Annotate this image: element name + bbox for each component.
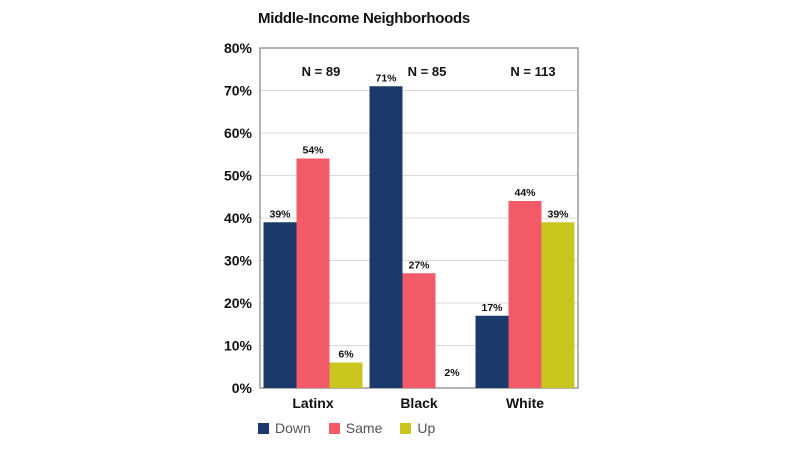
data-label: 27%	[408, 259, 430, 271]
y-tick-label: 60%	[224, 125, 253, 141]
legend-label-down: Down	[275, 420, 311, 436]
legend-item-up: Up	[400, 420, 435, 436]
bar-down	[369, 86, 403, 388]
data-label: 44%	[514, 187, 536, 199]
group-n-annotation: N = 85	[408, 64, 447, 79]
group-n-annotation: N = 113	[510, 64, 555, 79]
y-tick-label: 70%	[224, 83, 253, 99]
data-label: 54%	[302, 145, 324, 157]
y-tick-label: 80%	[224, 40, 253, 56]
bar-up	[541, 222, 575, 388]
legend-swatch-down	[258, 422, 269, 434]
x-tick-label: Black	[400, 395, 438, 411]
data-label: 39%	[269, 208, 291, 220]
data-label: 2%	[444, 367, 460, 379]
bar-same	[296, 158, 330, 388]
legend-item-same: Same	[328, 420, 383, 436]
x-tick-label: White	[506, 395, 544, 411]
bar-down	[263, 222, 297, 388]
y-tick-label: 0%	[232, 380, 253, 396]
bar-up	[329, 362, 363, 388]
bar-down	[475, 315, 509, 388]
data-label: 17%	[481, 302, 503, 314]
data-label: 39%	[547, 208, 569, 220]
legend-item-down: Down	[258, 420, 311, 436]
data-label: 6%	[338, 349, 354, 361]
y-tick-label: 10%	[224, 338, 253, 354]
y-tick-label: 20%	[224, 295, 253, 311]
y-tick-label: 40%	[224, 210, 253, 226]
bar-same	[508, 201, 542, 388]
bar-same	[402, 273, 436, 388]
chart-title: Middle-Income Neighborhoods	[258, 10, 470, 27]
y-tick-label: 50%	[224, 168, 253, 184]
legend-swatch-same	[328, 422, 340, 434]
y-tick-label: 30%	[224, 253, 253, 269]
legend: Down Same Up	[258, 420, 435, 436]
legend-label-same: Same	[345, 420, 383, 436]
legend-label-up: Up	[417, 420, 436, 436]
data-label: 71%	[375, 72, 397, 84]
x-tick-label: Latinx	[292, 395, 333, 411]
legend-swatch-up	[400, 422, 412, 434]
group-n-annotation: N = 89	[302, 64, 341, 79]
